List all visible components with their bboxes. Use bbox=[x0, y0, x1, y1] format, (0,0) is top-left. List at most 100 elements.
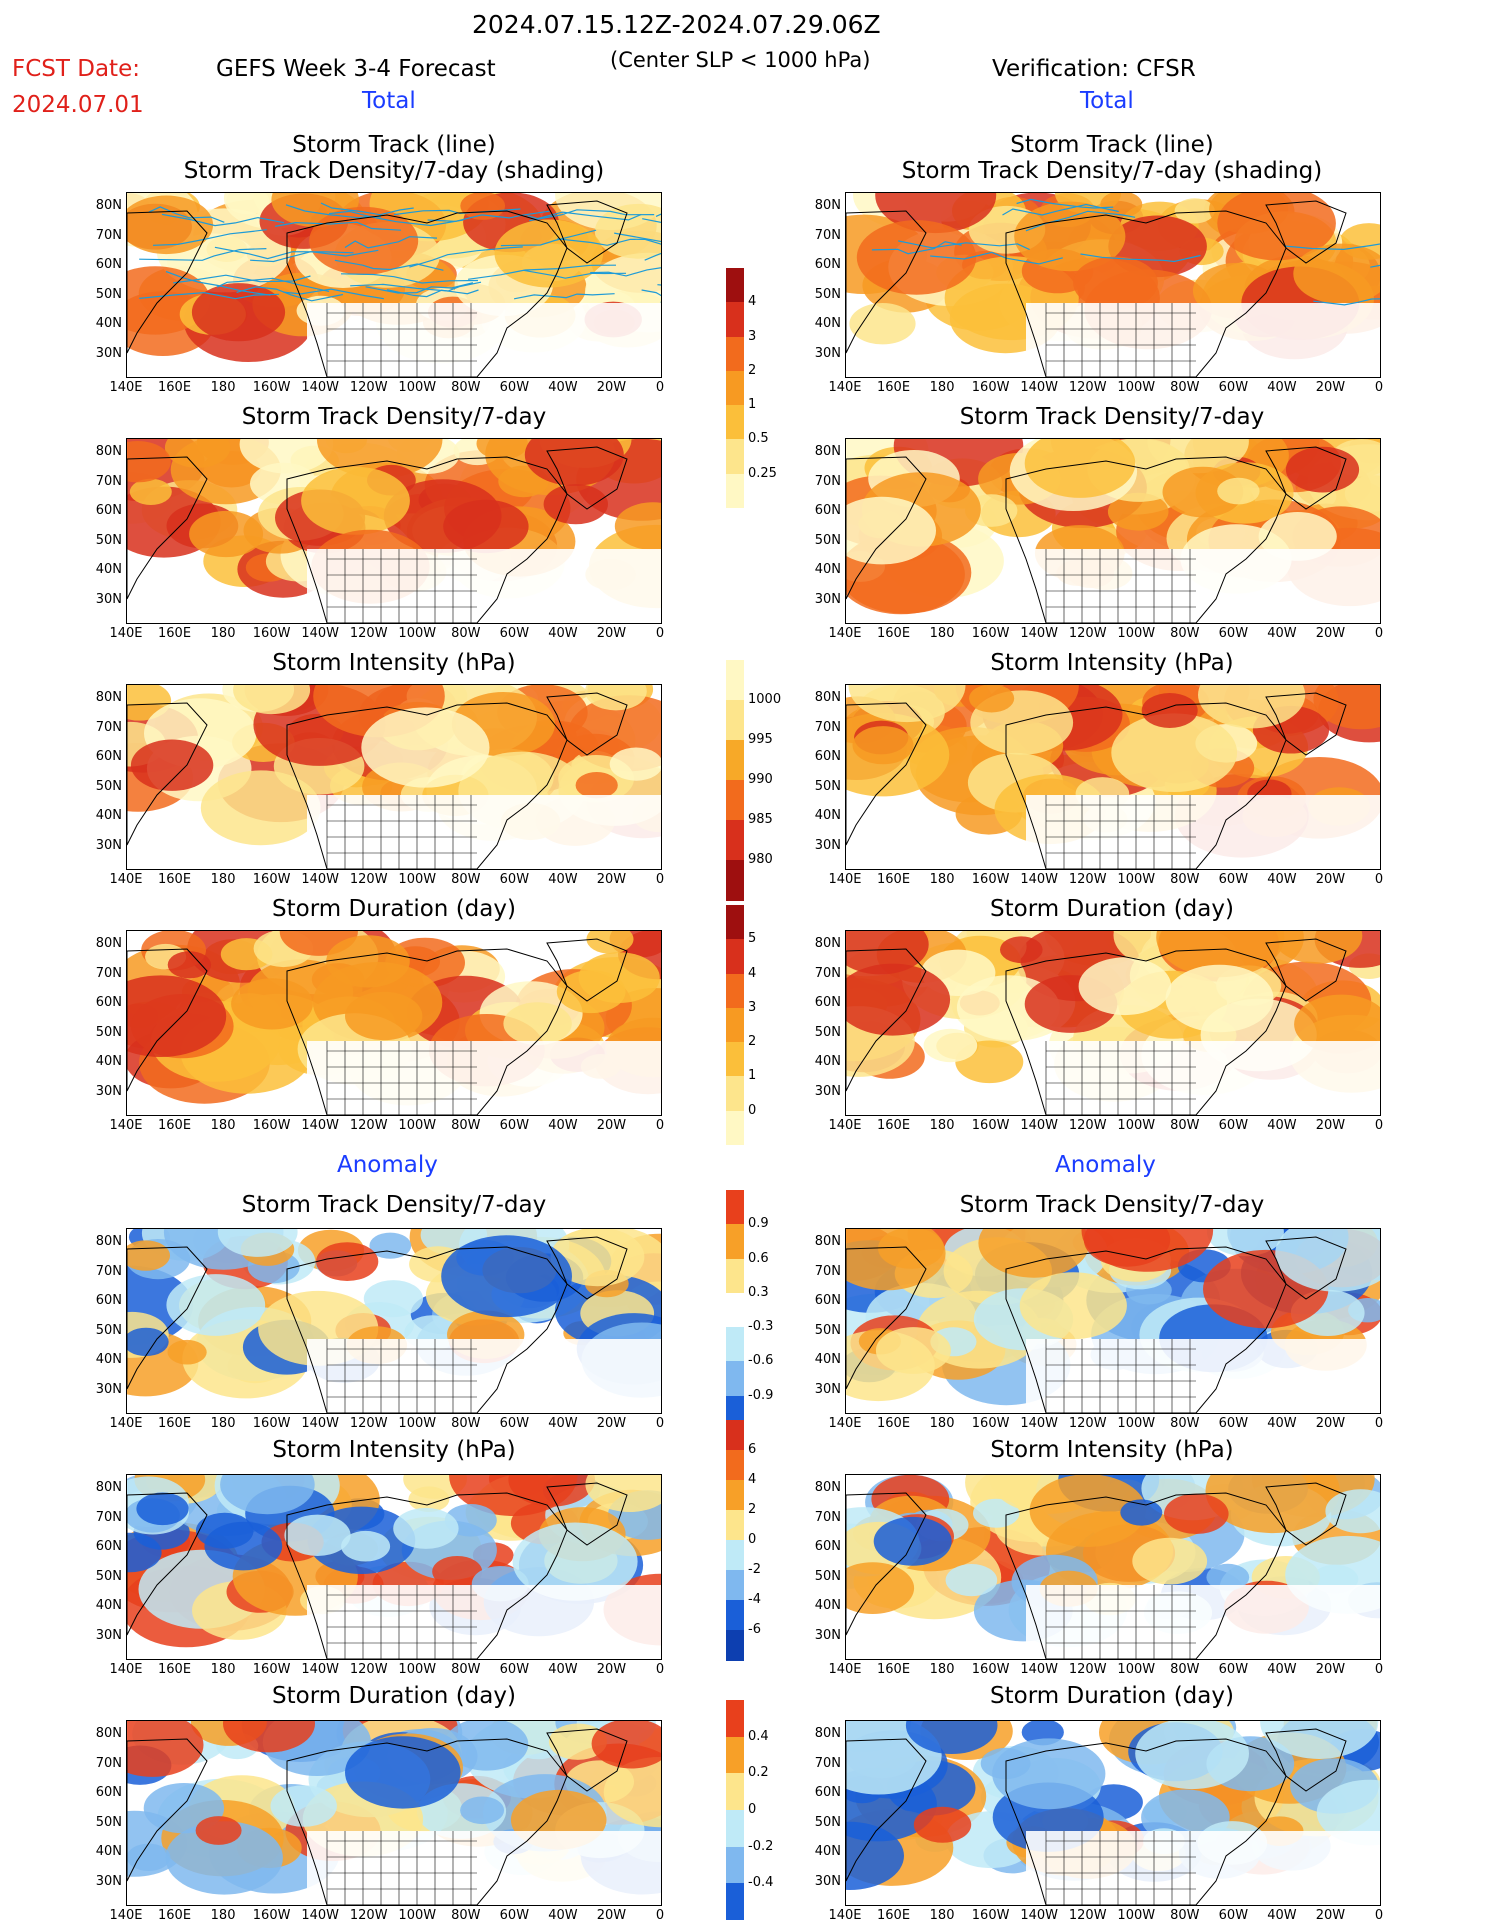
colorbar-intensity-anom bbox=[726, 1420, 744, 1661]
lon-tick-label: 100W bbox=[398, 872, 437, 887]
lat-tick-label: 60N bbox=[95, 1539, 122, 1554]
lon-tick-label: 180 bbox=[210, 626, 236, 641]
map-shading bbox=[127, 193, 661, 377]
colorbar-segment bbox=[726, 1361, 744, 1397]
lat-tick-label: 40N bbox=[95, 1598, 122, 1613]
storm-track-line bbox=[523, 269, 627, 279]
shading-blob bbox=[1206, 1229, 1284, 1257]
shading-blob bbox=[443, 499, 529, 554]
storm-track-line bbox=[139, 248, 267, 261]
title-anom-density-right: Storm Track Density/7-day bbox=[959, 1192, 1265, 1218]
colorbar-tick-label: 1 bbox=[748, 1068, 757, 1084]
title-track-shading-right: Storm Track Density/7-day (shading) bbox=[901, 158, 1323, 184]
lat-tick-label: 70N bbox=[95, 1509, 122, 1525]
verification-title: Verification: CFSR bbox=[992, 56, 1196, 82]
lon-tick-label: 120W bbox=[349, 872, 388, 887]
lon-tick-label: 20W bbox=[596, 626, 627, 641]
lon-tick-label: 20W bbox=[1315, 1662, 1346, 1677]
shading-blob bbox=[846, 931, 929, 975]
coastline bbox=[1265, 200, 1347, 264]
lon-tick-label: 0 bbox=[1374, 1416, 1384, 1431]
colorbar-tick-label: 0.25 bbox=[748, 465, 777, 481]
shading-blob bbox=[1272, 931, 1363, 964]
lon-tick-label: 20W bbox=[596, 380, 627, 395]
colorbar-tick-label: 1 bbox=[748, 397, 757, 413]
lat-tick-label: 70N bbox=[814, 473, 841, 489]
lon-tick-label: 160W bbox=[252, 1662, 291, 1677]
open-area bbox=[1026, 1339, 1380, 1413]
open-area bbox=[1026, 549, 1380, 623]
lat-tick-label: 40N bbox=[95, 1054, 122, 1069]
title-anom-duration-right: Storm Duration (day) bbox=[990, 1683, 1234, 1709]
lon-tick-label: 140W bbox=[301, 872, 339, 887]
shading-blob bbox=[1217, 193, 1336, 261]
lon-tick-label: 160E bbox=[877, 626, 911, 641]
shading-blob bbox=[905, 1721, 998, 1754]
coastline bbox=[286, 702, 568, 869]
storm-track-line bbox=[340, 273, 479, 284]
lon-tick-label: 140W bbox=[1020, 1416, 1058, 1431]
lon-tick-label: 0 bbox=[655, 626, 665, 641]
storm-track-line bbox=[139, 291, 280, 300]
lat-tick-label: 80N bbox=[814, 1726, 841, 1741]
lon-tick-label: 140W bbox=[301, 1118, 339, 1133]
shading-blob bbox=[1019, 1272, 1127, 1340]
lon-tick-label: 160E bbox=[158, 1908, 192, 1923]
shading-blob bbox=[217, 1229, 298, 1257]
shading-blob bbox=[856, 220, 977, 295]
lon-tick-label: 140W bbox=[1020, 872, 1058, 887]
colorbar-tick-label: 0.3 bbox=[748, 1284, 769, 1300]
forecast-title: GEFS Week 3-4 Forecast bbox=[216, 56, 496, 82]
lon-tick-label: 40W bbox=[1267, 1908, 1297, 1923]
lon-tick-label: 140W bbox=[301, 380, 339, 395]
shading-blob bbox=[1100, 193, 1143, 218]
map-shading bbox=[127, 1229, 661, 1413]
shading-blob bbox=[846, 963, 951, 1036]
colorbar-segment bbox=[726, 660, 744, 701]
lon-tick-label: 0 bbox=[1374, 1662, 1384, 1677]
lat-tick-label: 30N bbox=[814, 1083, 841, 1099]
lat-tick-label: 80N bbox=[95, 1480, 122, 1495]
lat-tick-label: 60N bbox=[814, 257, 841, 272]
lon-tick-label: 60W bbox=[499, 1908, 530, 1923]
open-area bbox=[1026, 1831, 1380, 1905]
lon-tick-label: 60W bbox=[499, 1416, 530, 1431]
lat-tick-label: 40N bbox=[814, 1844, 841, 1859]
lat-tick-label: 60N bbox=[95, 1785, 122, 1800]
shading-blob bbox=[1294, 994, 1380, 1054]
colorbar-segment bbox=[726, 820, 744, 861]
storm-track-line bbox=[590, 267, 661, 277]
colorbar-tick-label: 0.9 bbox=[748, 1216, 769, 1232]
lon-tick-label: 20W bbox=[1315, 1118, 1346, 1133]
colorbar-segment bbox=[726, 370, 744, 406]
lat-tick-label: 60N bbox=[814, 749, 841, 764]
lon-tick-label: 180 bbox=[210, 380, 236, 395]
shading-blob bbox=[923, 1028, 978, 1063]
coastline bbox=[1005, 1246, 1287, 1413]
map-anom-density-forecast bbox=[126, 1228, 662, 1414]
map-intensity-verification bbox=[845, 684, 1381, 870]
colorbar-tick-label: 3 bbox=[748, 328, 757, 344]
shading-blob bbox=[992, 1738, 1106, 1810]
lat-tick-label: 60N bbox=[814, 503, 841, 518]
lon-tick-label: 140E bbox=[109, 1908, 143, 1923]
lat-tick-label: 60N bbox=[814, 1539, 841, 1554]
lon-tick-label: 180 bbox=[929, 380, 955, 395]
storm-track-line bbox=[161, 213, 285, 227]
colorbar-tick-label: 990 bbox=[748, 772, 773, 787]
shading-blob bbox=[1174, 198, 1215, 224]
lat-tick-label: 70N bbox=[95, 1755, 122, 1771]
map-shading bbox=[127, 1721, 661, 1905]
lat-tick-label: 70N bbox=[95, 965, 122, 981]
shading-blob bbox=[1206, 1563, 1250, 1591]
lon-tick-label: 180 bbox=[210, 1416, 236, 1431]
shading-blob bbox=[363, 1280, 423, 1318]
colorbar-tick-label: 980 bbox=[748, 852, 773, 867]
lon-tick-label: 100W bbox=[1117, 1908, 1156, 1923]
shading-blob bbox=[548, 1723, 607, 1760]
lon-tick-label: 60W bbox=[1218, 1662, 1249, 1677]
anomaly-label-left: Anomaly bbox=[337, 1152, 438, 1178]
lat-tick-label: 80N bbox=[95, 1726, 122, 1741]
shading-blob bbox=[1147, 439, 1249, 474]
shading-blob bbox=[1162, 466, 1244, 518]
